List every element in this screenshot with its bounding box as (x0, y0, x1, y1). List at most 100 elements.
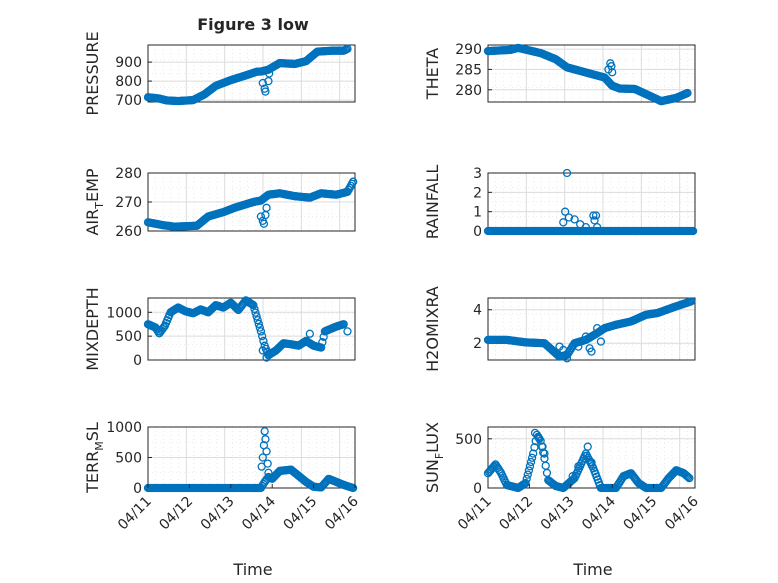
data-point (343, 44, 352, 53)
data-point (232, 303, 241, 313)
subplot-theta: 280 285 290 THETA (423, 42, 696, 106)
y-tick-label: 280 (115, 166, 142, 182)
data-point (564, 213, 574, 222)
data-point (524, 466, 534, 475)
data-point (261, 435, 270, 444)
y-tick-label: 0 (133, 481, 142, 497)
data-point (318, 338, 327, 347)
x-axis-label-left: Time (232, 560, 272, 579)
data-point (339, 320, 348, 329)
y-tick-label: 0 (133, 353, 142, 369)
data-point (587, 458, 596, 467)
data-point (589, 211, 598, 220)
subplot-pressure: 700 800 900 PRESSURE (83, 31, 356, 116)
y-tick-label: 500 (115, 451, 142, 467)
data-point (591, 211, 601, 220)
data-point (255, 323, 264, 332)
data-point (683, 88, 692, 98)
data-point (249, 301, 258, 310)
data-point (262, 203, 271, 212)
data-point (253, 315, 262, 325)
data-point (521, 478, 530, 488)
data-point (262, 447, 271, 456)
data-point (581, 332, 591, 341)
y-tick-label: 0 (473, 481, 482, 497)
data-point (254, 319, 263, 329)
data-point (258, 453, 267, 462)
data-point (574, 462, 583, 471)
y-tick-label: 500 (455, 432, 482, 448)
data-point (256, 327, 266, 336)
y-tick-label: 3 (473, 166, 482, 182)
data-point (688, 226, 698, 236)
y-tick-label: 1000 (106, 420, 142, 436)
data-point (259, 336, 268, 346)
y-tick-label: 285 (455, 62, 482, 78)
data-point (583, 442, 592, 451)
y-tick-label: 700 (115, 93, 142, 109)
data-point (559, 345, 568, 355)
data-point (316, 343, 326, 352)
data-point (159, 323, 168, 332)
data-point (574, 342, 583, 351)
axes-box (147, 297, 356, 361)
y-tick-label: 800 (115, 74, 142, 90)
data-point (343, 327, 352, 336)
y-axis-label: AIRTEMP (83, 168, 106, 235)
axes-box (147, 172, 356, 232)
y-axis-label: RAINFALL (423, 165, 442, 240)
y-tick-label: 1000 (106, 305, 142, 321)
axes-box (487, 426, 696, 489)
data-point (263, 459, 272, 468)
data-point (260, 427, 269, 436)
data-point (264, 468, 273, 477)
y-tick-label: 2 (473, 336, 482, 352)
data-point (608, 68, 617, 77)
data-point (258, 332, 267, 341)
data-point (590, 216, 599, 225)
data-point (570, 215, 579, 224)
data-point (561, 207, 570, 216)
data-point (534, 433, 543, 442)
data-point (540, 449, 549, 458)
y-tick-label: 270 (115, 195, 142, 211)
data-point (523, 470, 532, 479)
data-point (264, 76, 273, 86)
data-point (539, 448, 548, 457)
data-point (685, 474, 694, 483)
data-point (258, 346, 267, 355)
data-point (259, 219, 269, 228)
y-axis-label: H2OMIXRA (423, 286, 442, 372)
y-axis-label: THETA (423, 48, 442, 100)
y-tick-label: 260 (115, 224, 142, 240)
y-axis-label: TERRMSL (83, 422, 106, 494)
y-tick-label: 900 (115, 55, 142, 71)
data-point (527, 453, 537, 462)
data-point (305, 329, 314, 338)
data-point (250, 304, 259, 314)
y-axis-label: PRESSURE (83, 31, 102, 115)
data-point (581, 222, 591, 232)
y-axis-label: MIXDEPTH (83, 287, 102, 370)
subplot-h2omixra: 2 4 H2OMIXRA (423, 286, 696, 372)
data-point (348, 177, 358, 186)
subplot-rainfall: 0 1 2 3 RAINFALL (423, 165, 698, 240)
data-point (495, 467, 505, 476)
data-point (525, 462, 535, 471)
data-point (252, 312, 261, 321)
y-tick-label: 500 (115, 329, 142, 345)
y-tick-label: 0 (473, 224, 482, 240)
data-point (265, 69, 274, 78)
data-point (559, 218, 568, 227)
data-point (687, 297, 696, 306)
y-tick-label: 4 (473, 303, 482, 319)
data-point (261, 87, 270, 96)
axes-box (487, 44, 696, 103)
data-point (568, 472, 577, 481)
y-tick-label: 1 (473, 205, 482, 221)
data-point (258, 78, 267, 88)
data-point (592, 324, 602, 333)
axes-box (147, 44, 356, 103)
